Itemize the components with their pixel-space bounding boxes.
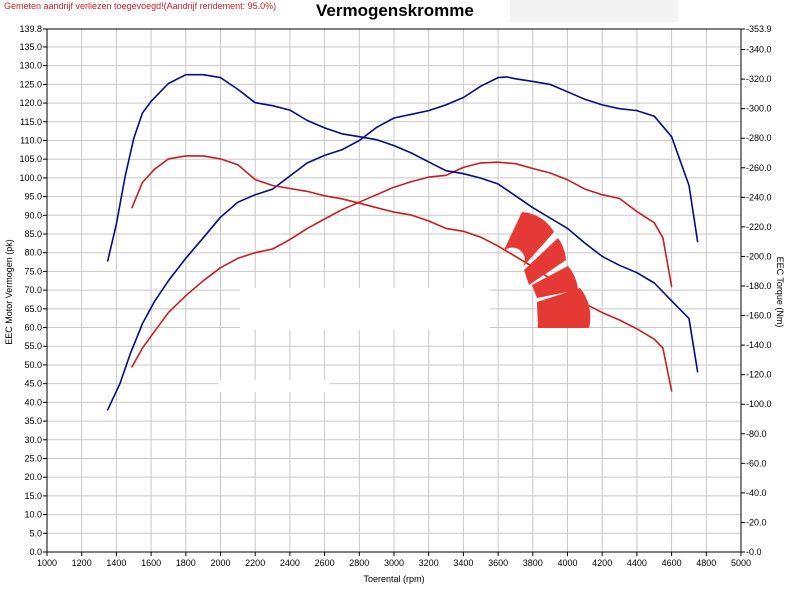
plot-border [46,28,742,553]
y-left-tick-label: 85.0 [24,229,42,239]
y-right-tick-label: -40.0 [746,488,767,498]
y-right-tick-label: -0.0 [746,547,762,557]
y-right-tick-label: -200.0 [746,251,772,261]
logo-segment-4 [537,288,591,328]
x-tick-label: 2400 [280,558,300,568]
y-right-tick-label: -260.0 [746,163,772,173]
x-tick-labels: 1000 1200 1400 1600 1800 2000 2200 2400 2600 2800… [37,558,751,568]
y-left-tick-label: 15.0 [24,491,42,501]
y-left-tick-label: 105.0 [19,154,42,164]
logo-segment-1 [503,212,554,268]
logo-segment-2 [524,238,566,285]
y-left-tick-labels: 0.0 5.0 10.0 15.0 20.0 25.0 30.0 35.0 40.0 45.0 50… [19,24,42,557]
x-tick-label: 4600 [662,558,682,568]
y-right-tick-label: -300.0 [746,104,772,114]
x-tick-label: 4200 [592,558,612,568]
y-right-tick-labels: -0.0 -20.0 -40.0 -60.0 -80.0 -100.0 -120.0 -140… [746,24,772,557]
y-left-tick-label: 55.0 [24,341,42,351]
y-left-tick-label: 70.0 [24,285,42,295]
x-tick-label: 3800 [523,558,543,568]
y-left-tick-label: 5.0 [29,528,42,538]
y-left-tick-label: 115.0 [20,117,42,127]
x-tick-label: 2600 [315,558,335,568]
x-tick-label: 3200 [419,558,439,568]
y-left-tick-label: 25.0 [24,453,42,463]
y-left-tick-label: 50.0 [24,360,42,370]
y-left-tick-label: 30.0 [24,435,42,445]
y-right-tick-label: -320.0 [746,74,772,84]
x-tick-label: 5000 [731,558,751,568]
y-left-tick-label: 100.0 [19,173,42,183]
y-right-tick-label: -120.0 [746,370,772,380]
y-left-tick-label: 110.0 [20,135,42,145]
y-left-tick-label: 0.0 [29,547,42,557]
y-left-tick-label: 20.0 [24,472,42,482]
y-left-tick-label: 95.0 [24,192,42,202]
x-tick-label: 4000 [557,558,577,568]
y-left-tick-label: 45.0 [24,379,42,389]
blurred-region [510,0,678,22]
y-right-tick-label: -280.0 [746,133,772,143]
y-right-tick-label: -240.0 [746,192,772,202]
x-tick-label: 2000 [210,558,230,568]
x-tick-label: 4800 [696,558,716,568]
y-right-axis-title: EEC Torque (Nm) [775,257,785,328]
y-left-tick-label: 35.0 [24,416,42,426]
x-tick-label: 1400 [106,558,126,568]
x-tick-label: 2800 [349,558,369,568]
logo-segment-3 [532,266,578,298]
y-right-tick-label: -180.0 [746,281,772,291]
y-left-tick-label: 120.0 [19,98,42,108]
y-right-tick-label: -340.0 [746,45,772,55]
x-axis-title: Toerental (rpm) [363,574,424,584]
y-right-tick-label: -100.0 [746,399,772,409]
y-left-tick-label: 80.0 [24,248,42,258]
plot-frame [43,28,745,556]
x-tick-label: 1200 [72,558,92,568]
x-tick-label: 3600 [488,558,508,568]
series-line-2 [131,161,673,368]
y-left-tick-label: 130.0 [19,61,42,71]
series-line-4 [131,155,673,392]
y-right-tick-label: -353.9 [746,24,772,34]
blur-area-1 [240,288,490,330]
y-left-tick-label: 75.0 [24,266,42,276]
y-right-tick-label: -140.0 [746,340,772,350]
y-left-tick-label: 40.0 [24,397,42,407]
blurred-text-areas [218,288,490,392]
y-right-tick-label: -60.0 [746,458,767,468]
y-left-tick-label: 90.0 [24,210,42,220]
series-line-3 [106,73,699,373]
y-right-tick-label: -20.0 [746,517,767,527]
chart-title: Vermogenskromme [316,1,474,20]
watermark-logo [503,212,591,328]
x-tick-label: 1600 [141,558,161,568]
y-right-tick-label: -80.0 [746,429,767,439]
blur-area-2 [218,380,330,392]
loss-note: Gemeten aandrijf verliezen toegevoegd!(A… [4,1,277,11]
y-left-tick-label: 139.8 [19,24,42,34]
y-left-tick-label: 65.0 [24,304,42,314]
x-tick-label: 3000 [384,558,404,568]
y-right-tick-label: -220.0 [746,222,772,232]
x-tick-label: 1800 [176,558,196,568]
y-left-tick-label: 10.0 [24,510,42,520]
series-line-1 [106,76,699,411]
y-left-tick-label: 135.0 [19,42,42,52]
y-left-tick-label: 60.0 [24,323,42,333]
x-tick-label: 4400 [627,558,647,568]
x-tick-label: 3400 [453,558,473,568]
x-tick-label: 2200 [245,558,265,568]
series-lines [106,73,699,411]
y-left-tick-label: 125.0 [19,79,42,89]
x-tick-label: 1000 [37,558,57,568]
y-left-axis-title: EEC Motor Vermogen (pk) [4,239,14,345]
y-right-tick-label: -160.0 [746,311,772,321]
